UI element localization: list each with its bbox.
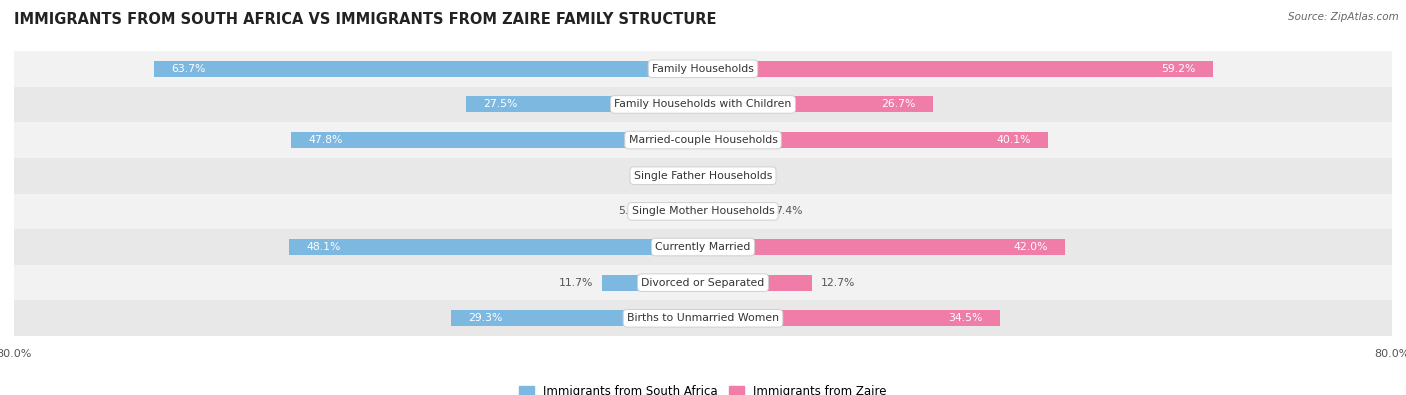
Text: Single Father Households: Single Father Households — [634, 171, 772, 181]
Text: Family Households: Family Households — [652, 64, 754, 74]
Bar — [703, 96, 934, 113]
Bar — [155, 61, 703, 77]
Text: 47.8%: 47.8% — [308, 135, 343, 145]
Text: Married-couple Households: Married-couple Households — [628, 135, 778, 145]
Legend: Immigrants from South Africa, Immigrants from Zaire: Immigrants from South Africa, Immigrants… — [519, 385, 887, 395]
Text: 63.7%: 63.7% — [172, 64, 207, 74]
Bar — [288, 239, 703, 255]
Bar — [602, 275, 703, 291]
Text: Family Households with Children: Family Households with Children — [614, 100, 792, 109]
Bar — [703, 132, 1049, 148]
Bar — [685, 168, 703, 184]
Text: 26.7%: 26.7% — [882, 100, 915, 109]
Bar — [703, 168, 724, 184]
Text: 2.1%: 2.1% — [648, 171, 676, 181]
Bar — [291, 132, 703, 148]
Text: 42.0%: 42.0% — [1012, 242, 1047, 252]
Text: Source: ZipAtlas.com: Source: ZipAtlas.com — [1288, 12, 1399, 22]
Bar — [14, 301, 1392, 336]
Text: 12.7%: 12.7% — [821, 278, 855, 288]
Bar — [14, 158, 1392, 194]
Text: Divorced or Separated: Divorced or Separated — [641, 278, 765, 288]
Bar — [14, 194, 1392, 229]
Bar — [14, 122, 1392, 158]
Text: 11.7%: 11.7% — [560, 278, 593, 288]
Text: 59.2%: 59.2% — [1161, 64, 1195, 74]
Bar — [703, 203, 766, 219]
Bar — [14, 229, 1392, 265]
Bar — [14, 265, 1392, 301]
Bar — [654, 203, 703, 219]
Bar — [451, 310, 703, 326]
Bar — [703, 239, 1064, 255]
Text: 29.3%: 29.3% — [468, 313, 502, 324]
Text: 40.1%: 40.1% — [997, 135, 1031, 145]
Bar — [703, 310, 1000, 326]
Bar — [467, 96, 703, 113]
Bar — [14, 87, 1392, 122]
Bar — [14, 51, 1392, 87]
Text: 2.4%: 2.4% — [733, 171, 759, 181]
Text: 48.1%: 48.1% — [307, 242, 340, 252]
Text: Births to Unmarried Women: Births to Unmarried Women — [627, 313, 779, 324]
Text: IMMIGRANTS FROM SOUTH AFRICA VS IMMIGRANTS FROM ZAIRE FAMILY STRUCTURE: IMMIGRANTS FROM SOUTH AFRICA VS IMMIGRAN… — [14, 12, 717, 27]
Text: 7.4%: 7.4% — [775, 206, 803, 216]
Text: 5.7%: 5.7% — [617, 206, 645, 216]
Text: Single Mother Households: Single Mother Households — [631, 206, 775, 216]
Bar — [703, 61, 1213, 77]
Text: 34.5%: 34.5% — [949, 313, 983, 324]
Text: 27.5%: 27.5% — [484, 100, 517, 109]
Bar — [703, 275, 813, 291]
Text: Currently Married: Currently Married — [655, 242, 751, 252]
